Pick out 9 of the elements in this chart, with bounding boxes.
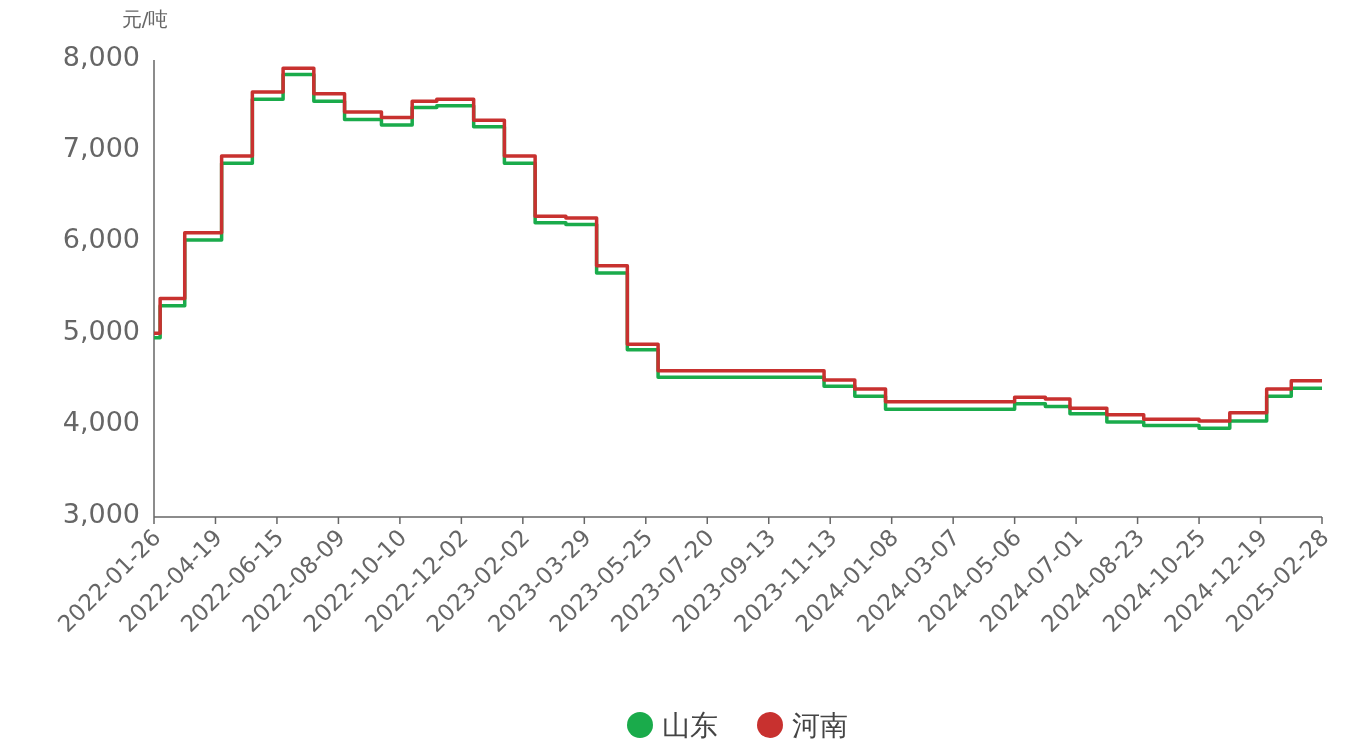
y-tick-label: 8,000	[62, 40, 140, 72]
y-tick-label: 3,000	[62, 497, 140, 529]
legend-label: 山东	[662, 708, 718, 742]
y-tick-label: 7,000	[62, 132, 140, 164]
y-tick-label: 4,000	[62, 406, 140, 438]
y-tick-label: 6,000	[62, 223, 140, 255]
y-axis-title: 元/吨	[121, 7, 169, 31]
y-tick-label: 5,000	[62, 314, 140, 346]
legend-label: 河南	[792, 708, 848, 742]
